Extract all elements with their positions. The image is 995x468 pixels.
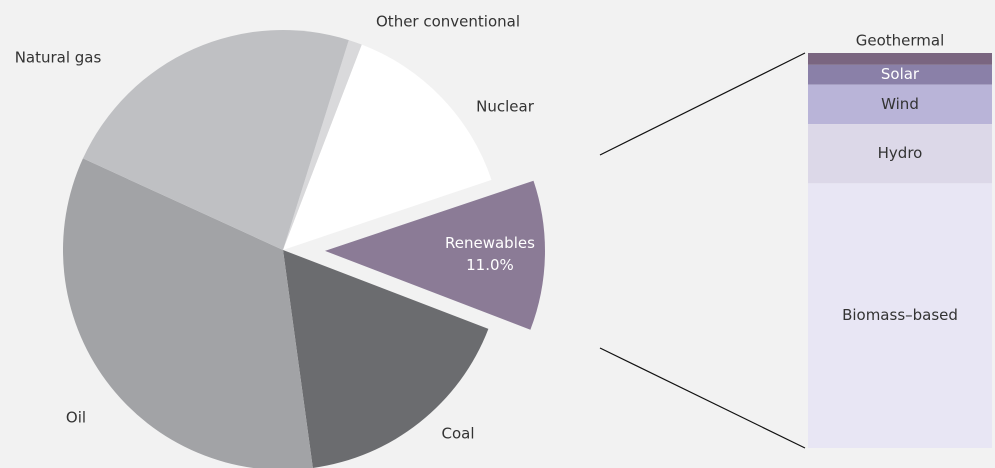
pie-slice bbox=[283, 44, 492, 250]
slice-label: Other conventional bbox=[376, 13, 520, 31]
slice-label: Natural gas bbox=[15, 49, 102, 67]
segment-label: Solar bbox=[881, 65, 920, 83]
bar-segment bbox=[808, 124, 992, 184]
segment-label: Geothermal bbox=[856, 32, 945, 50]
pie-slice bbox=[283, 250, 489, 468]
slice-label: Coal bbox=[441, 425, 474, 443]
pie-slice bbox=[63, 158, 313, 468]
bar-segment bbox=[808, 183, 992, 448]
value-label: 11.0% bbox=[466, 256, 514, 274]
pie-slice bbox=[324, 180, 545, 330]
slice-label: Nuclear bbox=[476, 98, 535, 116]
segment-label: Hydro bbox=[878, 144, 923, 162]
connector-line bbox=[599, 347, 806, 449]
segment-label: Biomass–based bbox=[842, 306, 958, 324]
slice-label: Renewables bbox=[445, 234, 535, 252]
pie-slice bbox=[283, 40, 362, 251]
slice-label: Oil bbox=[66, 409, 86, 427]
connector-line bbox=[599, 52, 806, 156]
segment-label: Wind bbox=[881, 95, 919, 113]
pie-slice bbox=[82, 30, 349, 251]
bar-segment bbox=[808, 84, 992, 125]
bar-segment bbox=[808, 64, 992, 85]
bar-segment bbox=[808, 53, 992, 65]
